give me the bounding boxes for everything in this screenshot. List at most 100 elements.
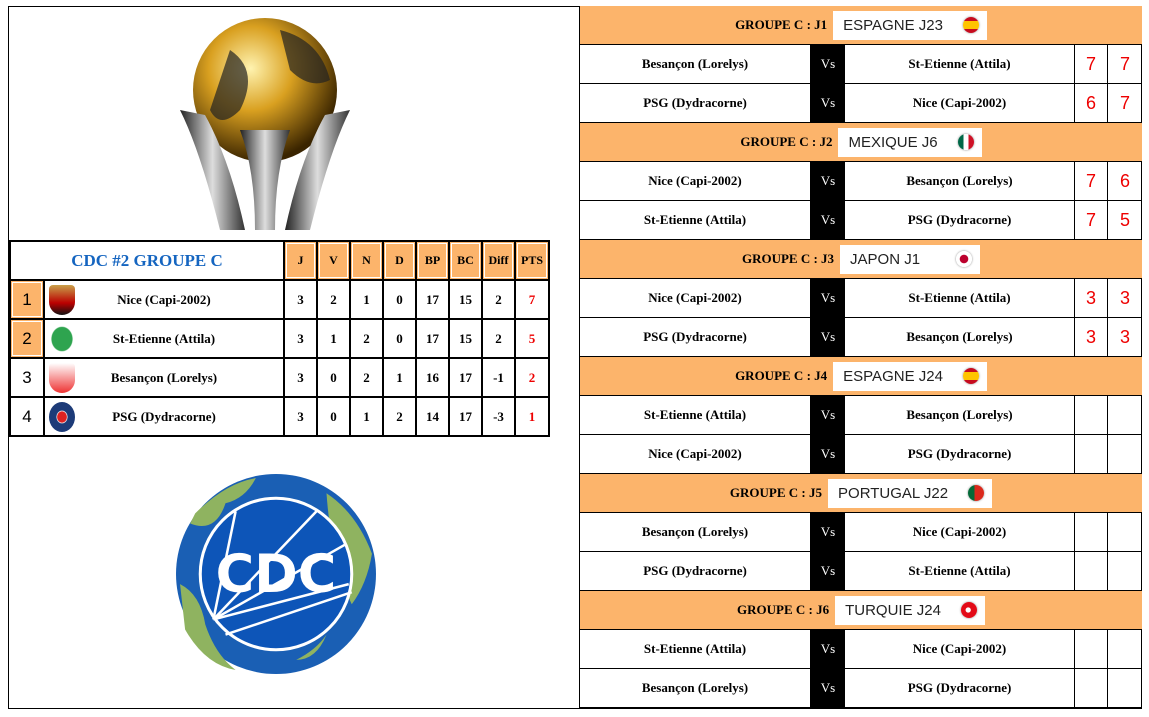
team-name: PSG (Dydracorne) (112, 408, 216, 424)
turkey-flag-icon (960, 602, 977, 618)
home-score[interactable]: 3 (1075, 279, 1108, 317)
table-title: CDC #2 GROUPE C (9, 240, 285, 281)
away-score[interactable]: 5 (1119, 209, 1130, 230)
standings-table: CDC #2 GROUPE C J V N D BP BC Diff PTS 1 Nice (Ca… (9, 240, 550, 437)
away-team: St-Etienne (Attila) (845, 279, 1075, 317)
stat-d: 2 (382, 396, 417, 437)
stat-n: 1 (349, 396, 384, 437)
matchday-header: GROUPE C : J3 JAPON J1 (580, 240, 1142, 279)
away-score[interactable] (1108, 552, 1142, 590)
stat-n: 2 (349, 318, 384, 359)
home-team: St-Etienne (Attila) (580, 201, 811, 239)
stat-j: 3 (283, 279, 318, 320)
matchday-label: ESPAGNE J24 (833, 361, 987, 391)
home-score[interactable]: 3 (1075, 318, 1108, 356)
away-team: St-Etienne (Attila) (845, 552, 1075, 590)
divider (579, 6, 580, 709)
matchday-label-text: MEXIQUE J6 (848, 133, 938, 151)
standings-row: 1 Nice (Capi-2002) 3 2 1 0 17 15 2 7 (9, 279, 550, 320)
home-score[interactable]: 7 (1075, 201, 1108, 239)
stat-v: 0 (316, 357, 351, 398)
stat-j: 3 (283, 318, 318, 359)
match-row: Besançon (Lorelys) Vs Nice (Capi-2002) (580, 513, 1142, 552)
portugal-flag-icon (968, 485, 985, 501)
matchday-title: GROUPE C : J3 (741, 251, 835, 266)
home-score[interactable] (1075, 669, 1108, 707)
matchday-title: GROUPE C : J6 (737, 602, 830, 617)
stat-bc: 15 (448, 318, 483, 359)
away-score[interactable] (1108, 630, 1142, 668)
stat-pts: 2 (514, 357, 550, 398)
vs-label: Vs (811, 630, 845, 668)
home-score[interactable] (1075, 435, 1108, 473)
matchday-title: GROUPE C : J5 (729, 485, 823, 500)
home-team: Nice (Capi-2002) (580, 162, 811, 200)
vs-label: Vs (811, 669, 845, 707)
home-score[interactable]: 7 (1075, 162, 1108, 200)
away-score[interactable]: 3 (1119, 287, 1130, 308)
stat-n: 1 (349, 279, 384, 320)
home-score[interactable] (1075, 630, 1108, 668)
away-score[interactable] (1108, 396, 1142, 434)
nice-crest-icon (49, 285, 75, 315)
home-score[interactable]: 6 (1075, 84, 1108, 122)
rank-cell: 1 (9, 279, 45, 320)
stat-diff: -1 (481, 357, 516, 398)
stat-diff: -3 (481, 396, 516, 437)
stat-d: 1 (382, 357, 417, 398)
vs-label: Vs (811, 84, 845, 122)
away-team: PSG (Dydracorne) (845, 201, 1075, 239)
stat-pts: 7 (514, 279, 550, 320)
match-row: Nice (Capi-2002) Vs Besançon (Lorelys) 7 6 (580, 162, 1142, 201)
away-score[interactable]: 7 (1119, 53, 1130, 74)
stat-v: 1 (316, 318, 351, 359)
matchday-label: JAPON J1 (840, 244, 981, 274)
stat-bc: 15 (448, 279, 483, 320)
away-score[interactable] (1108, 435, 1142, 473)
column-header-pts: PTS (514, 240, 550, 281)
vs-label: Vs (811, 201, 845, 239)
vs-label: Vs (811, 279, 845, 317)
column-header-bp: BP (415, 240, 450, 281)
match-row: Besançon (Lorelys) Vs PSG (Dydracorne) (580, 669, 1142, 708)
away-score[interactable] (1108, 513, 1142, 551)
home-score[interactable]: 7 (1075, 45, 1108, 83)
away-team: Nice (Capi-2002) (845, 630, 1075, 668)
standings-row: 2 St-Etienne (Attila) 3 1 2 0 17 15 2 5 (9, 318, 550, 359)
home-score[interactable] (1075, 513, 1108, 551)
rank-cell: 3 (9, 357, 45, 398)
matchday-label: MEXIQUE J6 (838, 127, 982, 157)
matchday-header: GROUPE C : J2 MEXIQUE J6 (580, 123, 1142, 162)
away-team: Besançon (Lorelys) (845, 396, 1075, 434)
stat-pts: 1 (514, 396, 550, 437)
away-score[interactable]: 6 (1119, 170, 1130, 191)
stat-pts: 5 (514, 318, 550, 359)
home-team: Besançon (Lorelys) (580, 513, 811, 551)
team-name: St-Etienne (Attila) (112, 330, 216, 346)
matchday-header: GROUPE C : J6 TURQUIE J24 (580, 591, 1142, 630)
away-score[interactable]: 7 (1119, 92, 1130, 113)
away-team: St-Etienne (Attila) (845, 45, 1075, 83)
away-score[interactable]: 3 (1119, 326, 1130, 347)
vs-label: Vs (811, 435, 845, 473)
match-row: PSG (Dydracorne) Vs Besançon (Lorelys) 3 3 (580, 318, 1142, 357)
matchday-label-text: ESPAGNE J23 (843, 16, 943, 34)
home-score[interactable] (1075, 552, 1108, 590)
trophy-image (180, 18, 350, 230)
rank-cell: 2 (9, 318, 45, 359)
vs-label: Vs (811, 552, 845, 590)
stat-bc: 17 (448, 357, 483, 398)
stat-d: 0 (382, 318, 417, 359)
team-cell: PSG (Dydracorne) (43, 396, 285, 437)
matchday-title: GROUPE C : J2 (740, 134, 833, 149)
psg-crest-icon (49, 402, 75, 432)
fixtures-panel: GROUPE C : J1 ESPAGNE J23 Besançon (Lorely… (580, 6, 1142, 708)
home-score[interactable] (1075, 396, 1108, 434)
stat-diff: 2 (481, 318, 516, 359)
away-score[interactable] (1108, 669, 1142, 707)
team-cell: Nice (Capi-2002) (43, 279, 285, 320)
home-team: PSG (Dydracorne) (580, 84, 811, 122)
stat-n: 2 (349, 357, 384, 398)
stat-bp: 17 (415, 279, 450, 320)
matchday-label-text: JAPON J1 (850, 250, 921, 268)
